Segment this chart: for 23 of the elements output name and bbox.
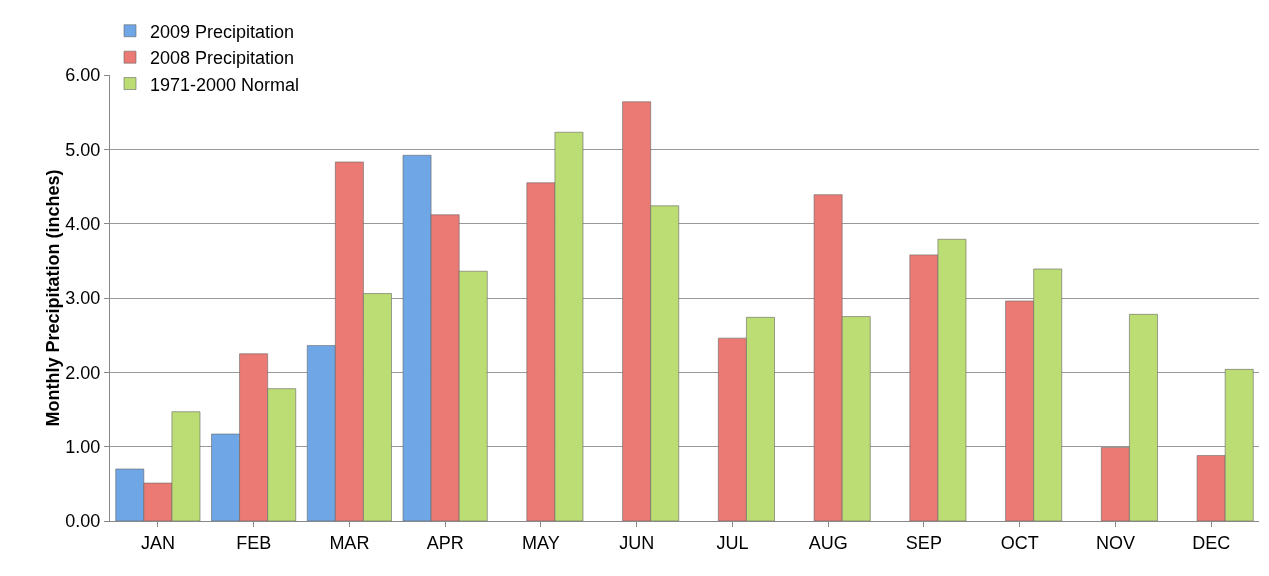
y-tick-label: 0.00 [65, 511, 101, 532]
y-tick-label: 2.00 [65, 362, 101, 383]
legend-label: 2008 Precipitation [150, 48, 295, 69]
y-tick-label: 3.00 [65, 288, 101, 309]
y-axis-title: Monthly Precipitation (inches) [43, 169, 64, 427]
y-tick-label: 5.00 [65, 139, 101, 160]
x-tick-label: MAR [329, 532, 370, 553]
legend-label: 1971-2000 Normal [150, 74, 300, 95]
x-tick-label: SEP [905, 532, 942, 553]
x-tick-label: JUN [619, 532, 655, 553]
x-tick-label: AUG [808, 532, 848, 553]
x-tick-label: DEC [1192, 532, 1231, 553]
y-tick-label: 1.00 [65, 436, 101, 457]
x-tick-label: OCT [1000, 532, 1039, 553]
x-tick-label: MAY [522, 532, 560, 553]
x-tick-label: JUL [716, 532, 749, 553]
x-tick-label: JAN [140, 532, 175, 553]
x-tick-label: NOV [1095, 532, 1135, 553]
x-tick-label: FEB [236, 532, 272, 553]
y-tick-label: 6.00 [65, 65, 101, 86]
y-tick-label: 4.00 [65, 213, 101, 234]
legend-label: 2009 Precipitation [150, 21, 295, 42]
x-tick-label: APR [426, 532, 464, 553]
